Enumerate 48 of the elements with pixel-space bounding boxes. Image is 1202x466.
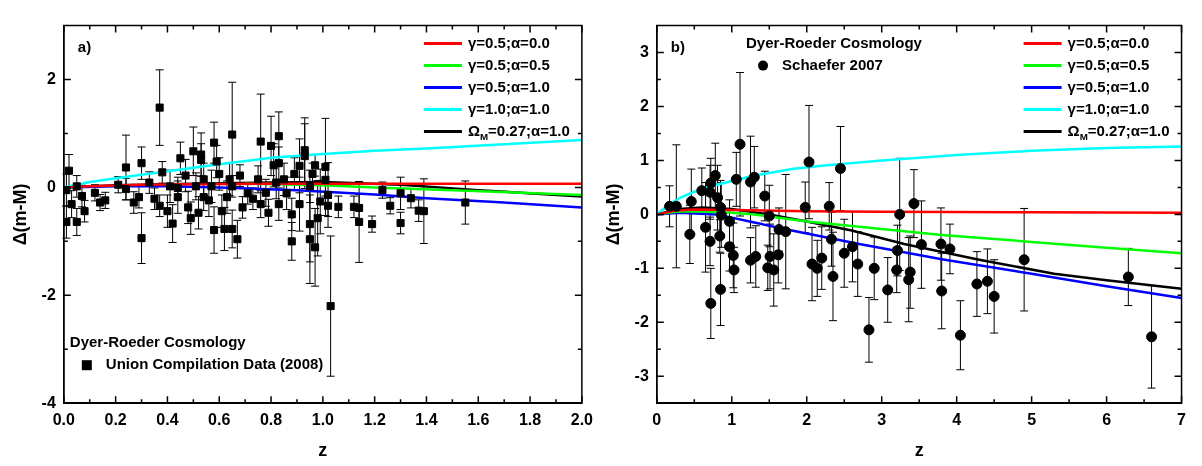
y-tick-label: 2 [46,69,56,87]
x-tick-label: 1.4 [415,411,438,429]
legend-label: γ=0.5;α=0.5 [1067,55,1150,73]
y-tick-label: 0 [639,204,649,222]
x-tick-label: 6 [1102,411,1112,429]
y-tick-label: -2 [41,285,56,303]
x-tick-label: 0.2 [104,411,127,429]
y-tick-label: -1 [634,258,649,276]
legend-label: γ=1.0;α=1.0 [1067,99,1150,117]
legend-title: Dyer-Roeder Cosmology [746,33,923,51]
legend-label: γ=0.5;α=0.0 [1067,33,1150,51]
x-tick-label: 0 [652,411,662,429]
text: b) [670,37,685,55]
legend-label: Union Compilation Data (2008) [105,355,324,373]
x-tick-label: 2.0 [570,411,594,429]
x-axis-title: z [914,440,924,461]
x-tick-label: 3 [877,411,887,429]
x-tick-label: 1 [727,411,737,429]
x-tick-label: 0.6 [208,411,231,429]
legend-label: γ=0.5;α=0.5 [467,55,550,73]
y-tick-label: -3 [634,366,649,384]
legend-label: γ=0.5;α=1.0 [1067,77,1150,95]
x-tick-label: 0.4 [156,411,179,429]
legend-label: γ=0.5;α=0.0 [467,33,550,51]
x-tick-label: 1.0 [311,411,335,429]
y-tick-label: 3 [639,42,649,60]
text: a) [77,37,92,55]
y-tick-label: 1 [639,150,649,168]
x-tick-label: 0.8 [259,411,283,429]
x-tick-label: 5 [1027,411,1037,429]
x-tick-label: 1.2 [363,411,386,429]
x-tick-label: 1.8 [518,411,542,429]
legend-label: γ=1.0;α=1.0 [467,99,550,117]
y-tick-label: -4 [41,393,56,411]
x-tick-label: 2 [802,411,812,429]
y-tick-label: 0 [46,177,56,195]
y-tick-label: 2 [639,96,649,114]
legend-label: Schaefer 2007 [782,55,883,73]
x-tick-label: 1.6 [467,411,490,429]
y-axis-title: Δ(m-M) [9,183,30,246]
y-tick-label: -2 [634,312,649,330]
legend-label: γ=0.5;α=1.0 [467,77,550,95]
y-axis-title: Δ(m-M) [602,183,623,246]
x-axis-title: z [318,440,328,461]
x-tick-label: 0.0 [52,411,76,429]
x-tick-label: 7 [1177,411,1187,429]
legend-title: Dyer-Roeder Cosmology [69,333,247,351]
x-tick-label: 4 [952,411,962,429]
